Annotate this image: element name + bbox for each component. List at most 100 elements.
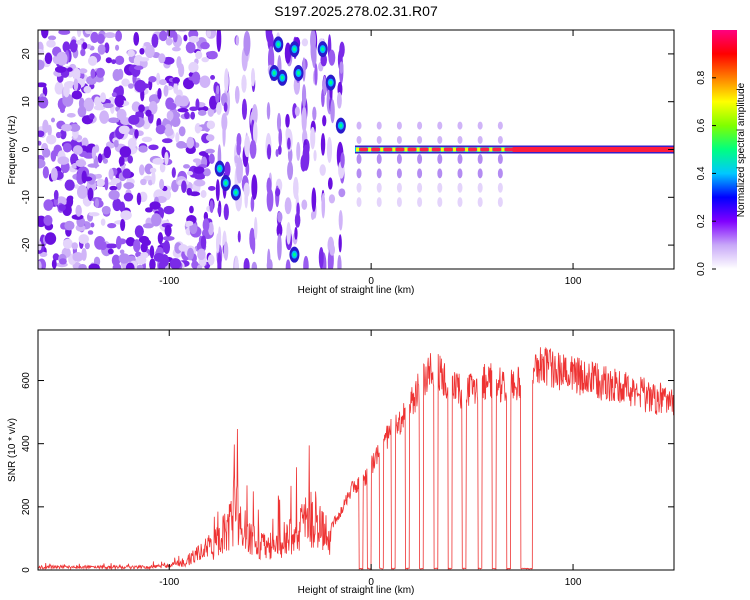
spectrogram-cell	[206, 120, 216, 130]
spectrogram-cell	[128, 83, 134, 89]
carrier-peak-edge	[440, 147, 444, 152]
spectrogram-cell	[51, 259, 57, 269]
spectrogram-cell	[356, 182, 362, 193]
spectrogram-cell	[224, 68, 229, 93]
carrier-peak	[480, 147, 490, 152]
spectrogram-cell	[54, 66, 67, 73]
spectrogram-cell	[157, 88, 162, 100]
spectrogram-cell	[74, 184, 80, 189]
spectrogram-cell	[119, 201, 126, 212]
spectrogram-cell	[115, 235, 122, 250]
spectrogram-cell	[197, 109, 207, 116]
spectrogram-cell	[376, 168, 382, 179]
spectrogram-cell	[188, 35, 200, 43]
spectrogram-cell	[437, 154, 443, 165]
spectrogram-cell	[125, 262, 135, 269]
spectrogram-cell	[396, 168, 402, 179]
spectrogram-cell	[277, 233, 282, 261]
spectrogram-cell	[201, 57, 209, 63]
spectrogram-cell	[184, 111, 190, 120]
carrier-peak	[504, 147, 514, 152]
spectrogram-cell	[108, 168, 114, 180]
spectrogram-cell	[276, 223, 283, 238]
spectrogram-cell	[59, 258, 67, 265]
spectrogram-cell	[208, 185, 216, 191]
spectrogram-cell	[188, 61, 199, 73]
spectrogram-cell	[285, 259, 291, 269]
spectrogram-cell	[311, 43, 317, 69]
spectrogram-cell	[477, 154, 483, 165]
snr-panel: -100 0 100 0 200 400 600 Height of straight l…	[7, 329, 675, 596]
spectrogram-cell	[437, 197, 443, 208]
spectrogram-cell	[151, 213, 162, 227]
spectrogram-cell	[186, 170, 194, 176]
spectrogram-cell	[151, 33, 159, 48]
spectrogram-cell	[94, 198, 100, 209]
spectrogram-cell	[223, 241, 229, 261]
spectrogram-cell	[302, 144, 310, 171]
spectrogram-cell	[62, 238, 73, 249]
spectrogram-cell	[417, 168, 423, 179]
spectrogram-cell	[97, 153, 103, 164]
spectrogram-cell	[188, 76, 197, 81]
spectrogram-cell	[120, 218, 126, 232]
spectrogram-cell	[138, 145, 148, 153]
spectrogram-cell	[330, 99, 335, 124]
spectrogram-cell	[277, 211, 283, 223]
carrier-peak	[359, 147, 369, 152]
spectrogram-cell	[133, 65, 144, 71]
carrier-peak-edge	[368, 147, 372, 152]
y-tick-label: 10	[21, 96, 32, 108]
spectrogram-cell	[134, 79, 147, 93]
spectrogram-cells	[38, 30, 503, 269]
spectrogram-cell	[133, 239, 141, 253]
spectrogram-cell	[171, 167, 176, 178]
spectrogram-cell	[149, 201, 161, 210]
spectrogram-cell	[207, 254, 215, 266]
spectrogram-cell	[276, 112, 282, 132]
spectrogram-cell	[95, 173, 102, 179]
spectrogram-cell	[111, 254, 121, 267]
spectrogram-cell	[78, 263, 87, 269]
spectrogram-cell	[78, 68, 88, 74]
spectrogram-cell	[250, 68, 256, 87]
carrier-peak-edge	[465, 147, 469, 152]
spectrogram-cell	[127, 155, 133, 164]
spectrogram-cell	[310, 211, 315, 220]
spectrogram-cell	[236, 156, 243, 184]
spectrogram-cell	[149, 245, 155, 259]
spectrogram-cell	[151, 170, 156, 185]
spectrogram-cell	[44, 52, 53, 65]
spectrogram-cell	[99, 240, 107, 251]
spectrogram-cell	[497, 135, 503, 144]
carrier-peak	[383, 147, 393, 152]
spectrogram-cell	[163, 205, 175, 215]
spectrogram-cell	[284, 197, 292, 215]
spectrogram-cell	[296, 202, 300, 219]
spectrogram-cell	[243, 182, 250, 198]
spectrogram-cell	[136, 192, 142, 206]
spectrogram-cell	[243, 30, 251, 57]
spectrogram-cell	[275, 187, 281, 197]
spectrogram-cell	[376, 154, 382, 165]
spectrogram-cell	[208, 95, 218, 110]
spectrogram-cell	[55, 131, 62, 139]
spectrogram-cell	[376, 135, 382, 144]
spectrogram-cell	[294, 106, 300, 117]
spectrogram-cell	[41, 30, 49, 39]
spectrogram-cell	[170, 116, 181, 128]
spectrogram-cell	[376, 197, 382, 208]
snr-y-ticks: 0 200 400 600	[21, 372, 674, 573]
spectrogram-cell	[139, 164, 145, 176]
carrier-peak-edge	[428, 147, 432, 152]
colorbar-tick-label: 0.2	[696, 214, 707, 228]
spectrogram-cell	[38, 140, 42, 146]
spectrogram-cell	[457, 197, 463, 208]
spectrogram-cell	[328, 49, 336, 66]
carrier-peak-edge	[452, 147, 456, 152]
spectrogram-cell	[437, 182, 443, 193]
spectrogram-cell	[133, 32, 140, 46]
spectrogram-cell	[210, 74, 216, 80]
spectrogram-cell	[71, 90, 83, 100]
spectrogram-cell	[216, 101, 222, 115]
